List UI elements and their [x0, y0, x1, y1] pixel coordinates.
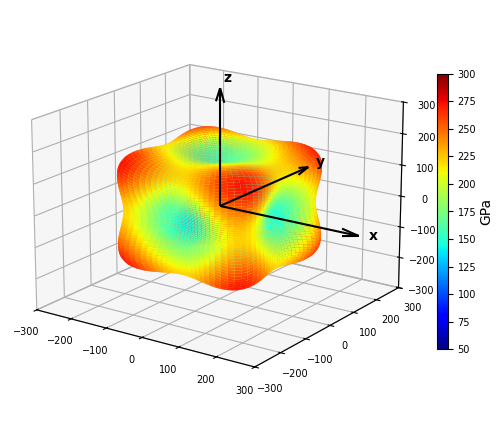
Y-axis label: GPa: GPa: [479, 198, 493, 225]
